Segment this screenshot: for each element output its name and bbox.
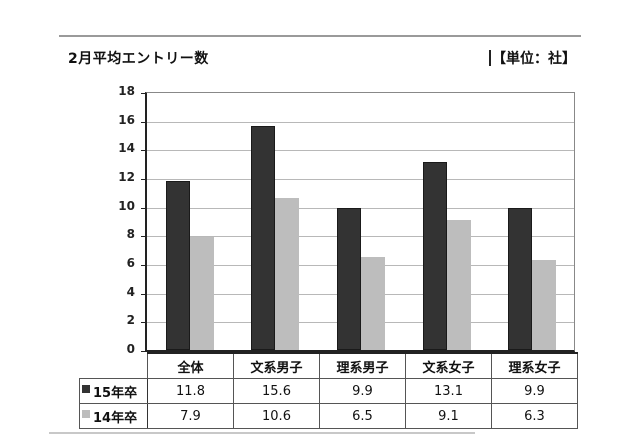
y-tick — [141, 322, 146, 324]
chart-title: 2月平均エントリー数 — [68, 51, 209, 67]
table-header-row: 全体 文系男子 理系男子 文系女子 理系女子 — [80, 352, 578, 379]
bar-15年卒-文系男子 — [251, 126, 276, 350]
table-cell: 9.9 — [491, 378, 578, 404]
y-tick — [141, 121, 146, 123]
category-header: 理系女子 — [491, 352, 578, 379]
table-cell: 9.9 — [319, 378, 406, 404]
table-cell: 6.3 — [491, 403, 578, 429]
plot-area — [141, 92, 575, 352]
gridline — [147, 150, 574, 152]
table-cell: 15.6 — [233, 378, 320, 404]
y-tick-label: 16 — [118, 112, 135, 127]
y-tick-label: 0 — [126, 342, 135, 356]
y-tick-label: 6 — [126, 256, 135, 270]
gridline — [147, 121, 574, 123]
y-tick — [141, 293, 146, 295]
table-cell: 7.9 — [147, 403, 234, 429]
table-cell: 11.8 — [147, 378, 234, 404]
bar-15年卒-全体 — [165, 180, 190, 350]
y-tick-label: 18 — [118, 84, 135, 98]
legend-14: 14年卒 — [79, 403, 148, 429]
data-table: 全体 文系男子 理系男子 文系女子 理系女子 15年卒 11.8 15.6 9.… — [79, 352, 578, 429]
table-cell: 13.1 — [405, 378, 492, 404]
table-cell: 6.5 — [319, 403, 406, 429]
legend-label: 15年卒 — [93, 385, 138, 401]
bar-14年卒-文系女子 — [446, 219, 471, 350]
y-tick — [141, 236, 146, 238]
y-tick — [141, 150, 146, 152]
y-tick-label: 12 — [118, 170, 135, 184]
bar-14年卒-理系女子 — [532, 259, 557, 350]
y-tick-label: 8 — [126, 227, 135, 242]
unit-bar-mark — [489, 50, 491, 66]
top-divider — [59, 35, 581, 37]
bar-14年卒-文系男子 — [275, 198, 300, 350]
bar-15年卒-理系男子 — [337, 208, 361, 350]
unit-label: 【単位：社】 — [489, 48, 576, 68]
y-tick — [141, 265, 146, 266]
table-corner — [80, 353, 148, 379]
y-tick-label: 2 — [126, 313, 135, 328]
bar-14年卒-全体 — [189, 236, 214, 350]
legend-swatch-15-icon — [82, 384, 90, 393]
legend-15: 15年卒 — [79, 378, 148, 404]
table-row: 15年卒 11.8 15.6 9.9 13.1 9.9 — [79, 378, 578, 404]
y-tick — [141, 351, 146, 352]
bar-15年卒-文系女子 — [422, 162, 447, 350]
bottom-divider — [49, 432, 475, 434]
category-header: 文系女子 — [405, 352, 492, 379]
unit-text: 【単位：社】 — [492, 51, 576, 67]
bar-15年卒-理系女子 — [508, 208, 533, 350]
table-cell: 10.6 — [233, 403, 320, 429]
y-tick-label: 14 — [118, 141, 135, 156]
legend-swatch-14-icon — [82, 409, 90, 418]
bar-14年卒-理系男子 — [361, 256, 385, 350]
y-tick — [141, 207, 146, 209]
y-tick-label: 10 — [118, 198, 135, 213]
table-row: 14年卒 7.9 10.6 6.5 9.1 6.3 — [79, 403, 578, 429]
category-header: 全体 — [147, 352, 234, 379]
category-header: 理系男子 — [319, 352, 406, 379]
gridline — [147, 179, 574, 180]
category-header: 文系男子 — [233, 352, 320, 379]
y-tick — [141, 179, 146, 180]
table-cell: 9.1 — [405, 403, 492, 429]
legend-label: 14年卒 — [93, 410, 138, 426]
y-tick — [141, 93, 146, 94]
y-tick-label: 4 — [126, 284, 135, 299]
